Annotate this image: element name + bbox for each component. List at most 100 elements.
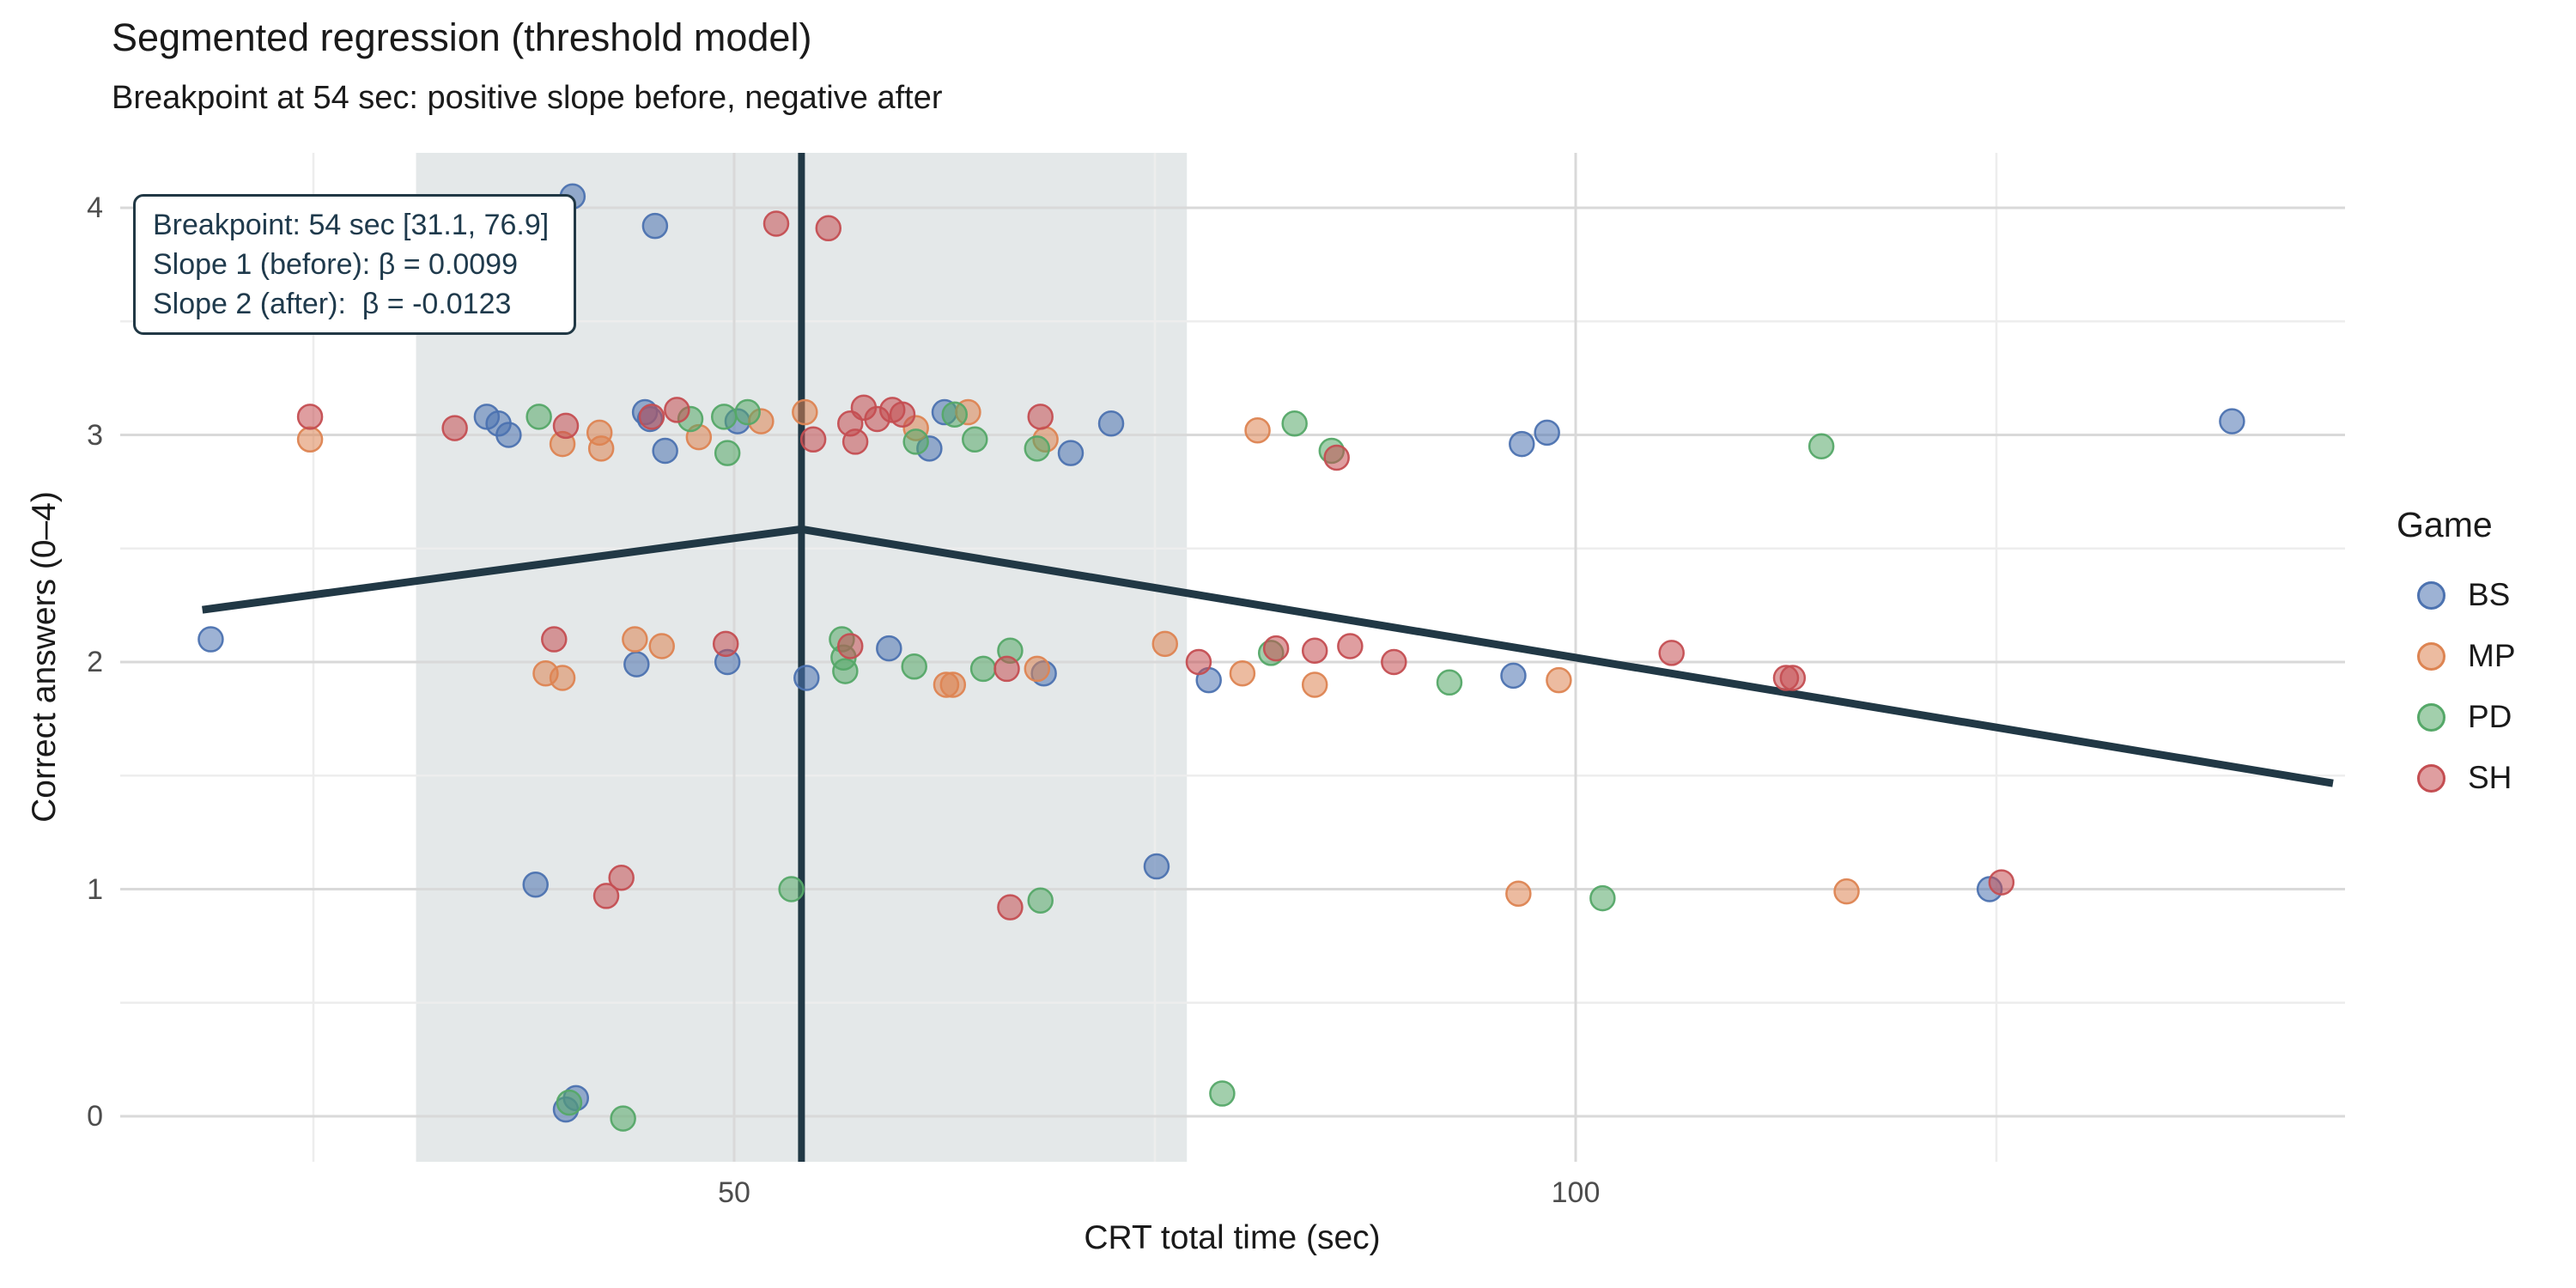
data-point-MP — [1229, 659, 1256, 687]
data-point-BS — [876, 635, 902, 662]
data-point-BS — [1097, 410, 1125, 437]
data-point-PD — [902, 428, 929, 455]
data-point-PD — [526, 404, 552, 430]
data-point-SH — [1185, 648, 1212, 676]
data-point-BS — [1500, 662, 1527, 690]
data-point-MP — [549, 665, 576, 691]
data-point-BS — [623, 651, 650, 677]
data-point-BS — [793, 665, 820, 691]
legend-entry-BS: BS — [2397, 576, 2510, 614]
data-point-SH — [836, 633, 864, 659]
data-point-SH — [1027, 404, 1054, 430]
data-point-SH — [1381, 648, 1407, 676]
data-point-MP — [296, 426, 324, 453]
y-tick-label: 3 — [87, 418, 103, 452]
data-point-SH — [1337, 633, 1364, 659]
legend-label: MP — [2468, 638, 2516, 673]
data-point-SH — [993, 655, 1020, 683]
data-point-SH — [441, 415, 468, 441]
data-point-SH — [997, 894, 1024, 920]
data-point-BS — [1509, 430, 1535, 458]
data-point-MP — [1546, 666, 1572, 694]
y-tick-label: 1 — [87, 872, 103, 906]
data-point-PD — [901, 653, 927, 680]
data-point-BS — [522, 871, 549, 898]
legend-title: Game — [2397, 505, 2493, 544]
x-tick-label: 100 — [1551, 1176, 1601, 1209]
data-point-PD — [710, 404, 738, 430]
data-point-MP — [1151, 630, 1179, 658]
data-point-SH — [638, 404, 665, 430]
annotation-slope1: Slope 1 (before): β = 0.0099 — [153, 248, 518, 281]
data-point-PD — [962, 426, 988, 453]
data-point-SH — [815, 215, 842, 242]
data-point-SH — [1779, 665, 1807, 691]
legend-marker-icon — [2417, 702, 2445, 732]
legend-marker-icon — [2417, 763, 2445, 793]
data-point-MP — [1024, 655, 1051, 683]
data-point-PD — [714, 440, 741, 466]
data-point-MP — [1833, 878, 1860, 905]
data-point-PD — [610, 1105, 636, 1132]
data-point-SH — [712, 630, 739, 658]
legend-marker-icon — [2417, 641, 2445, 671]
x-tick-label: 50 — [718, 1176, 750, 1209]
data-point-SH — [1301, 637, 1328, 665]
data-point-SH — [664, 397, 690, 423]
data-point-SH — [799, 426, 827, 453]
data-point-SH — [552, 412, 580, 440]
legend-entry-MP: MP — [2397, 637, 2516, 675]
data-point-PD — [1281, 410, 1308, 437]
data-point-SH — [541, 626, 568, 653]
data-point-SH — [1658, 640, 1685, 666]
data-point-PD — [1027, 887, 1054, 914]
legend-marker-icon — [2417, 580, 2445, 610]
data-point-MP — [648, 633, 675, 659]
data-point-BS — [652, 437, 678, 465]
x-axis-title: CRT total time (sec) — [1084, 1219, 1381, 1256]
data-point-PD — [969, 655, 997, 683]
data-point-BS — [495, 422, 522, 448]
data-point-PD — [1436, 669, 1463, 696]
data-point-SH — [889, 401, 916, 428]
data-point-MP — [622, 626, 648, 653]
data-point-MP — [1244, 416, 1271, 444]
data-point-SH — [608, 865, 635, 891]
annotation-slope2: Slope 2 (after): β = -0.0123 — [153, 288, 512, 320]
data-point-SH — [296, 404, 324, 430]
annotation-breakpoint: Breakpoint: 54 sec [31.1, 76.9] — [153, 209, 550, 241]
data-point-PD — [832, 658, 859, 684]
data-point-BS — [641, 212, 669, 240]
legend: Game BS MP PD SH — [2397, 505, 2516, 795]
data-point-MP — [939, 671, 967, 698]
data-point-SH — [1323, 444, 1350, 471]
data-point-SH — [592, 883, 620, 909]
data-point-PD — [556, 1089, 583, 1116]
data-point-PD — [1209, 1080, 1236, 1107]
data-point-MP — [1301, 671, 1328, 698]
legend-entry-PD: PD — [2397, 698, 2512, 736]
data-point-MP — [1505, 880, 1532, 908]
data-point-BS — [1534, 419, 1560, 447]
y-tick-label: 4 — [87, 191, 103, 224]
data-point-MP — [792, 398, 818, 426]
data-point-PD — [941, 401, 969, 428]
data-point-PD — [734, 398, 761, 426]
data-point-SH — [841, 428, 869, 455]
chart-subtitle: Breakpoint at 54 sec: positive slope bef… — [112, 80, 943, 116]
data-point-PD — [1807, 433, 1835, 459]
data-point-PD — [1589, 884, 1616, 912]
legend-label: PD — [2468, 699, 2512, 734]
data-point-BS — [1143, 853, 1170, 880]
data-point-SH — [1262, 635, 1290, 662]
chart-title: Segmented regression (threshold model) — [112, 15, 812, 59]
breakpoint-annotation-box: Breakpoint: 54 sec [31.1, 76.9] Slope 1 … — [133, 194, 576, 335]
legend-label: SH — [2468, 760, 2512, 795]
data-point-BS — [2219, 408, 2245, 434]
data-point-BS — [197, 626, 224, 653]
legend-label: BS — [2468, 577, 2511, 612]
data-point-SH — [762, 210, 790, 237]
y-tick-label: 2 — [87, 646, 103, 678]
